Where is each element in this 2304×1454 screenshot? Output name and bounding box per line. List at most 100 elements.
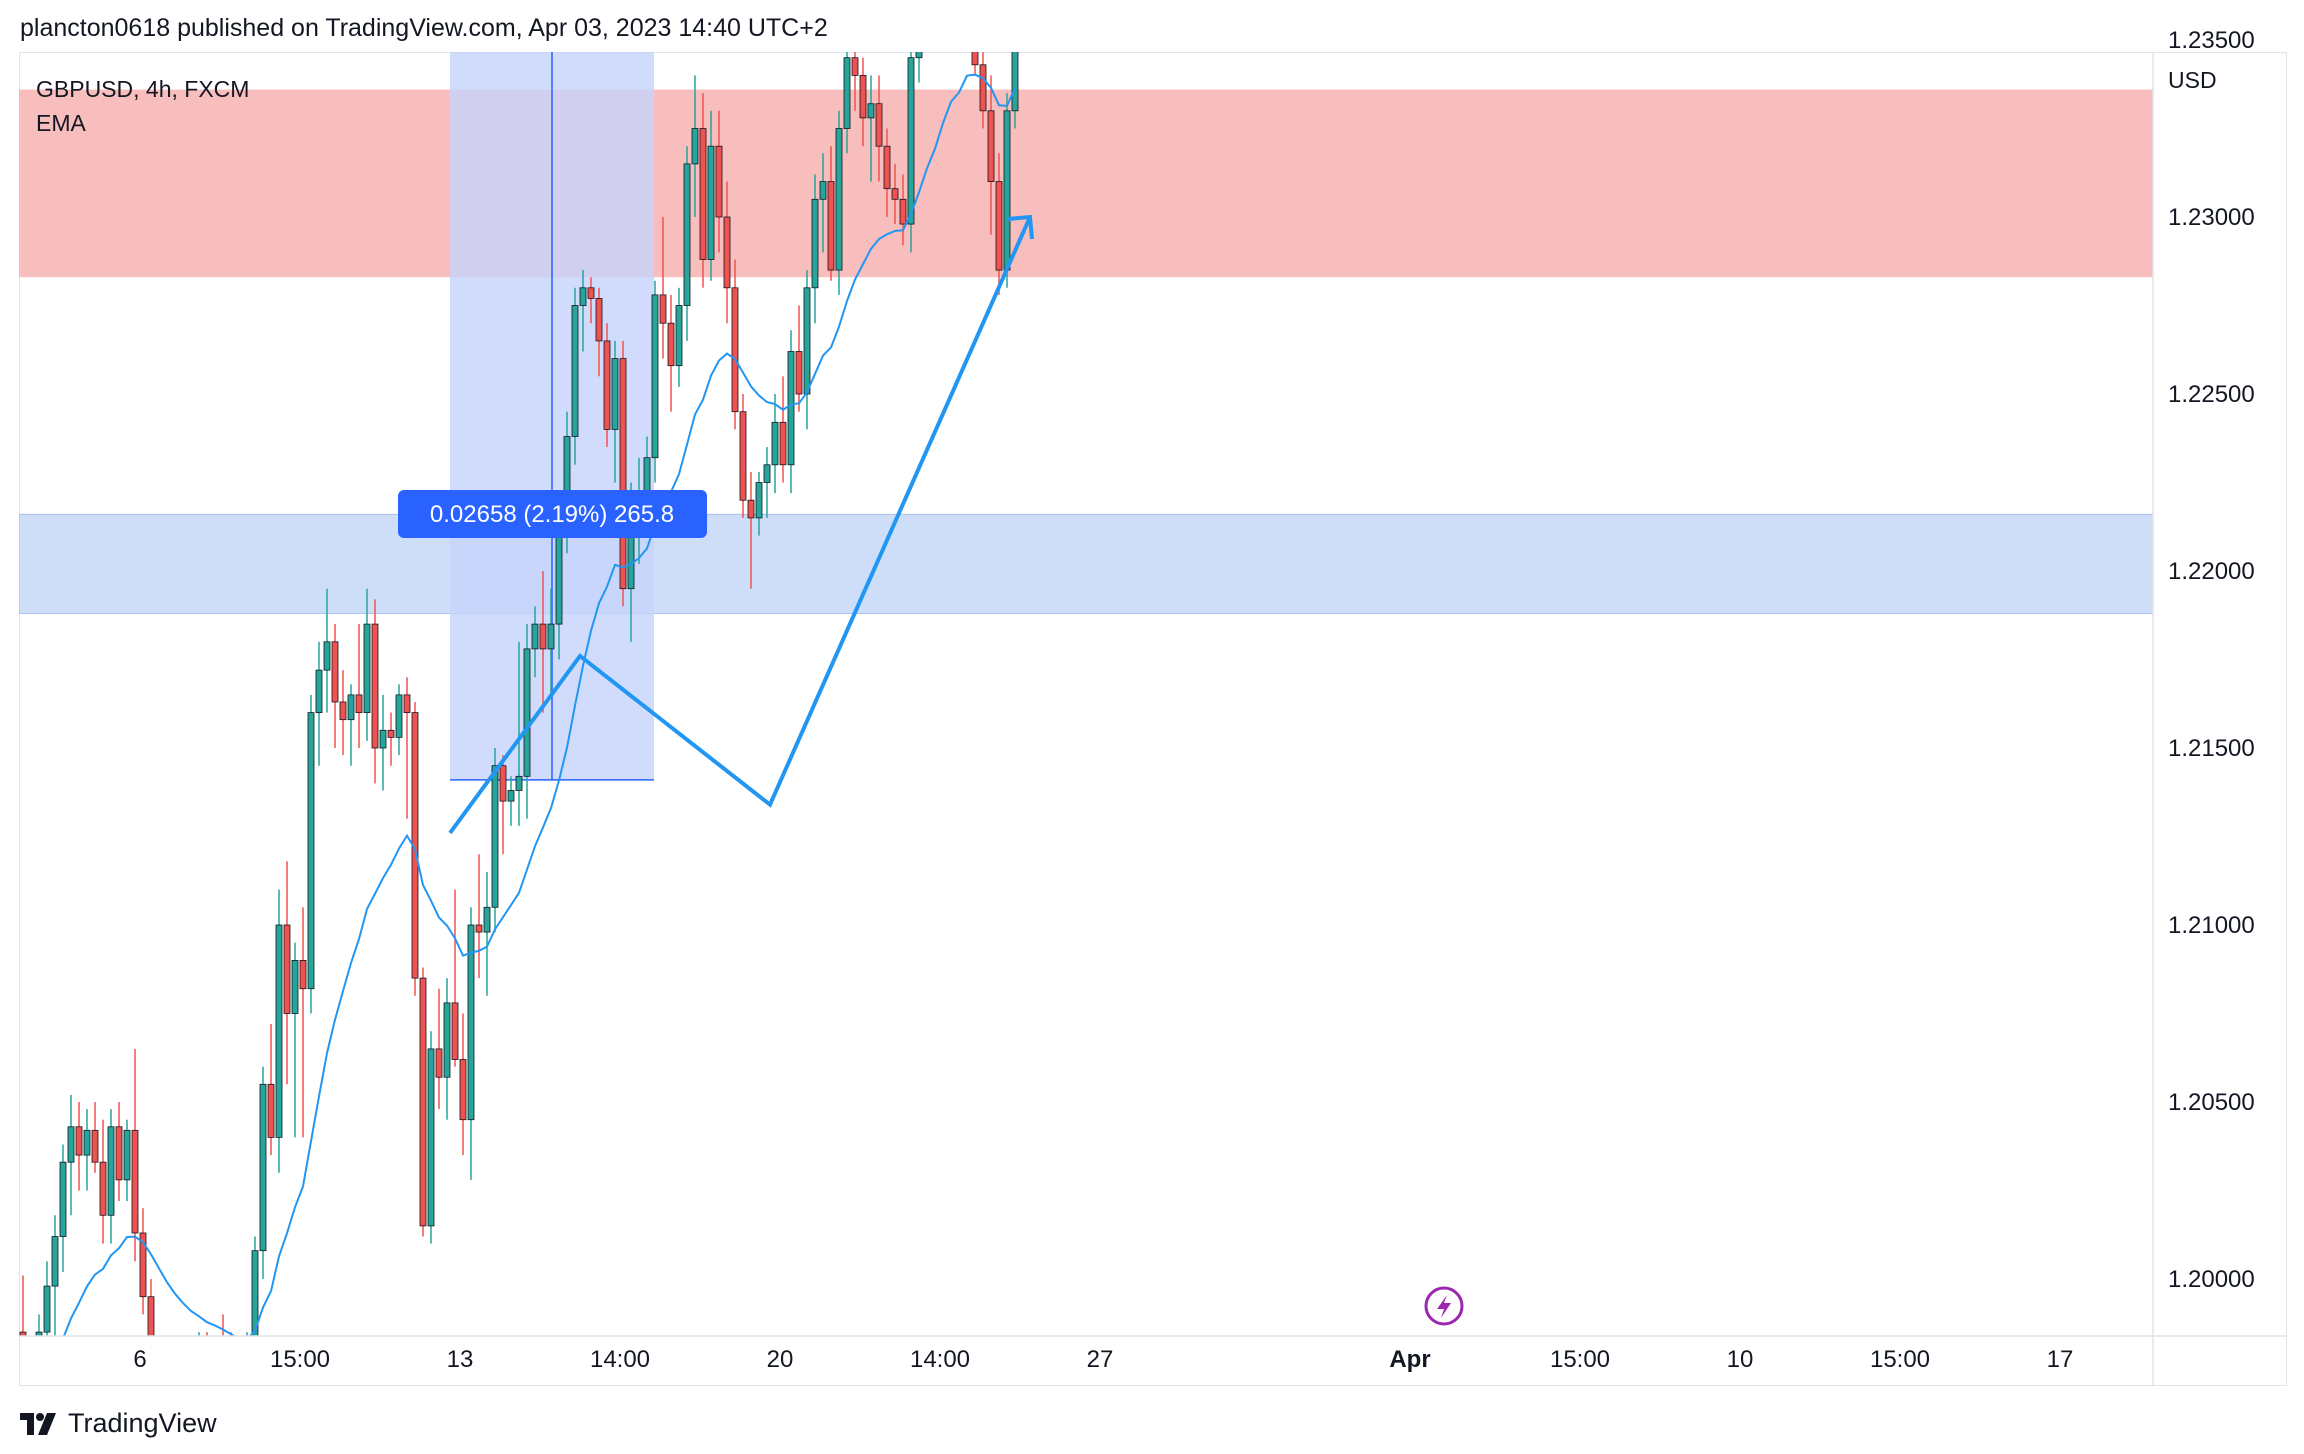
candle-body: [987, 110, 995, 183]
candle-body: [379, 729, 387, 749]
candle-body: [291, 960, 299, 1014]
x-tick-label: 27: [1087, 1346, 1114, 1373]
y-tick-label: 1.21500: [2168, 735, 2255, 762]
support-zone: [19, 513, 2153, 614]
candle-body: [587, 287, 595, 299]
y-tick-label: 1.21000: [2168, 912, 2255, 939]
candle-body: [267, 1083, 275, 1138]
ema-line: [62, 73, 1016, 1336]
candle-body: [204, 1368, 210, 1379]
candle-body: [107, 1126, 115, 1216]
candle-body: [35, 1331, 43, 1336]
x-tick-label: 14:00: [910, 1346, 970, 1373]
candle-body: [579, 287, 587, 306]
candle-body: [283, 924, 291, 1014]
measure-label: 0.02658 (2.19%) 265.8: [398, 490, 707, 538]
candle-body: [819, 181, 827, 200]
candle-body: [395, 694, 403, 738]
candle-body: [875, 103, 883, 147]
candle-body: [475, 924, 483, 933]
candle-body: [28, 1368, 34, 1386]
measure-label-bg: [398, 490, 707, 538]
candle-body: [139, 1232, 147, 1298]
candle-body: [459, 1059, 467, 1121]
candle-body: [371, 623, 379, 749]
candle-body: [180, 1392, 186, 1403]
lightning-icon[interactable]: [1424, 1286, 1464, 1326]
candle-body: [451, 1002, 459, 1060]
candle-body: [523, 648, 531, 777]
x-tick-label: 15:00: [1870, 1346, 1930, 1373]
candle-body: [99, 1161, 107, 1216]
candle-body: [212, 1357, 218, 1378]
candle-body: [971, 52, 979, 66]
candle-body: [43, 1285, 51, 1333]
candle-body: [147, 1296, 155, 1336]
candle-body: [115, 1126, 123, 1181]
candle-body: [995, 181, 1003, 271]
plot-area: [19, 0, 2153, 1403]
candle-body: [603, 340, 611, 430]
candle-body: [659, 294, 667, 324]
candle-body: [763, 464, 771, 483]
candle-body: [419, 977, 427, 1227]
candle-body: [435, 1048, 443, 1078]
chart-frame: [19, 52, 2287, 1386]
candle-body: [515, 775, 523, 791]
measure-label-text: 0.02658 (2.19%) 265.8: [430, 501, 674, 528]
candle-body: [19, 1331, 27, 1336]
candle-body: [779, 421, 787, 466]
candle-body: [771, 421, 779, 466]
candle-body: [891, 188, 899, 200]
brand-name: TradingView: [68, 1408, 217, 1438]
candle-body: [499, 765, 507, 802]
candle-body: [787, 351, 795, 466]
candle-body: [843, 57, 851, 129]
currency-label: USD: [2168, 67, 2217, 93]
candle-body: [244, 1343, 250, 1385]
candle-body: [196, 1368, 202, 1386]
candle-body: [883, 145, 891, 190]
candle-body: [443, 1002, 451, 1078]
symbol-line[interactable]: GBPUSD, 4h, FXCM: [36, 76, 250, 102]
candle-body: [731, 287, 739, 413]
candle-body: [739, 411, 747, 501]
candle-body: [907, 57, 915, 225]
y-tick-label: 1.22500: [2168, 381, 2255, 408]
candle-body: [220, 1357, 226, 1368]
candle-body: [747, 499, 755, 519]
chart-legend: GBPUSD, 4h, FXCM EMA: [36, 72, 249, 140]
candle-body: [531, 623, 539, 650]
indicator-label[interactable]: EMA: [36, 110, 86, 136]
x-tick-label: 17: [2047, 1346, 2074, 1373]
candle-body: [1011, 52, 1019, 112]
publish-header: plancton0618 published on TradingView.co…: [20, 14, 828, 42]
candle-body: [323, 641, 331, 671]
candle-body: [75, 1126, 83, 1156]
tradingview-logo-icon: [20, 1412, 56, 1435]
supply-zone: [19, 89, 2153, 278]
footer-brand[interactable]: TradingView: [20, 1408, 217, 1439]
candle-body: [228, 1368, 234, 1379]
candle-body: [827, 181, 835, 271]
candle-body: [275, 924, 283, 1138]
y-tick-label: 1.22000: [2168, 558, 2255, 585]
x-tick-label: 20: [767, 1346, 794, 1373]
x-tick-label: 15:00: [1550, 1346, 1610, 1373]
candle-body: [387, 729, 395, 738]
candle-body: [131, 1129, 139, 1234]
candle-body: [667, 322, 675, 367]
candle-body: [83, 1129, 91, 1156]
candle-body: [956, 0, 962, 5]
candle-body: [619, 358, 627, 590]
candle-body: [915, 52, 923, 59]
candle-body: [188, 1385, 194, 1392]
candle-body: [691, 128, 699, 165]
x-tick-label: 15:00: [270, 1346, 330, 1373]
y-tick-label: 1.20500: [2168, 1089, 2255, 1116]
candle-body: [91, 1129, 99, 1163]
candle-body: [835, 128, 843, 271]
candle-body: [547, 623, 555, 650]
candle-body: [811, 198, 819, 289]
